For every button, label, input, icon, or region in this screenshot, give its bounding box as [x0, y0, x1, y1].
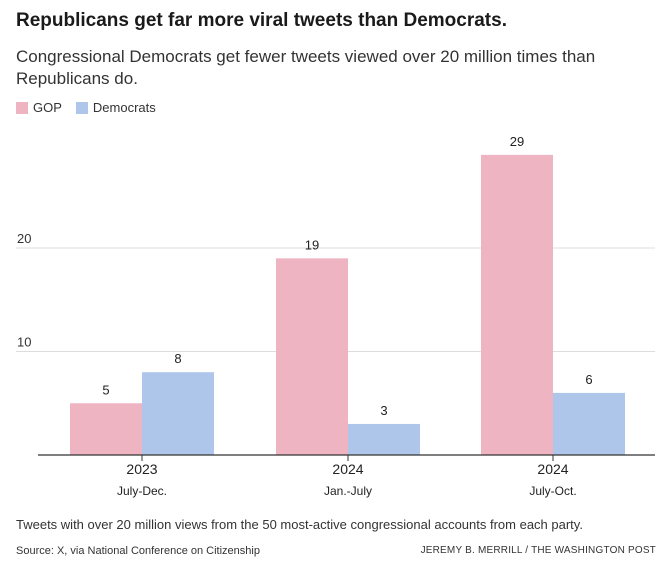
- x-tick-year-1: 2024: [332, 461, 363, 477]
- legend: GOP Democrats: [16, 100, 170, 115]
- x-tick-period-0: July-Dec.: [117, 484, 167, 498]
- x-tick-year-0: 2023: [126, 461, 157, 477]
- data-label-gop-0: 5: [102, 382, 109, 397]
- bar-democrats-1: [348, 423, 420, 455]
- data-label-democrats-1: 3: [380, 403, 387, 418]
- data-label-democrats-0: 8: [174, 351, 181, 366]
- legend-swatch-democrats: [75, 101, 88, 114]
- source-note: Source: X, via National Conference on Ci…: [16, 545, 260, 557]
- y-tick-label-10: 10: [17, 335, 31, 350]
- bar-gop-0: [70, 403, 142, 455]
- legend-item-democrats: Democrats: [75, 100, 156, 115]
- legend-label-democrats: Democrats: [92, 100, 156, 115]
- footnote: Tweets with over 20 million views from t…: [16, 517, 583, 532]
- y-tick-label-20: 20: [17, 231, 31, 246]
- bar-gop-1: [276, 258, 348, 455]
- bar-chart: 10 20 5 8 19 3 29 6 2023 July-Dec. 2024 Jan.-July 20…: [16, 134, 655, 498]
- x-tick-period-1: Jan.-July: [324, 484, 372, 498]
- credit-line: JEREMY B. MERRILL / THE WASHINGTON POST: [420, 545, 656, 556]
- chart-title: Republicans get far more viral tweets th…: [16, 10, 507, 31]
- legend-label-gop: GOP: [33, 100, 62, 115]
- bar-gop-2: [481, 154, 553, 455]
- bar-democrats-2: [553, 392, 625, 455]
- data-label-gop-2: 29: [510, 134, 524, 149]
- x-tick-year-2: 2024: [537, 461, 568, 477]
- legend-item-gop: GOP: [16, 100, 62, 115]
- x-tick-period-2: July-Oct.: [529, 484, 576, 498]
- data-label-democrats-2: 6: [585, 372, 592, 387]
- bar-democrats-0: [142, 372, 214, 455]
- data-label-gop-1: 19: [305, 237, 319, 252]
- legend-swatch-gop: [16, 101, 28, 114]
- chart-subtitle: Congressional Democrats get fewer tweets…: [16, 47, 596, 88]
